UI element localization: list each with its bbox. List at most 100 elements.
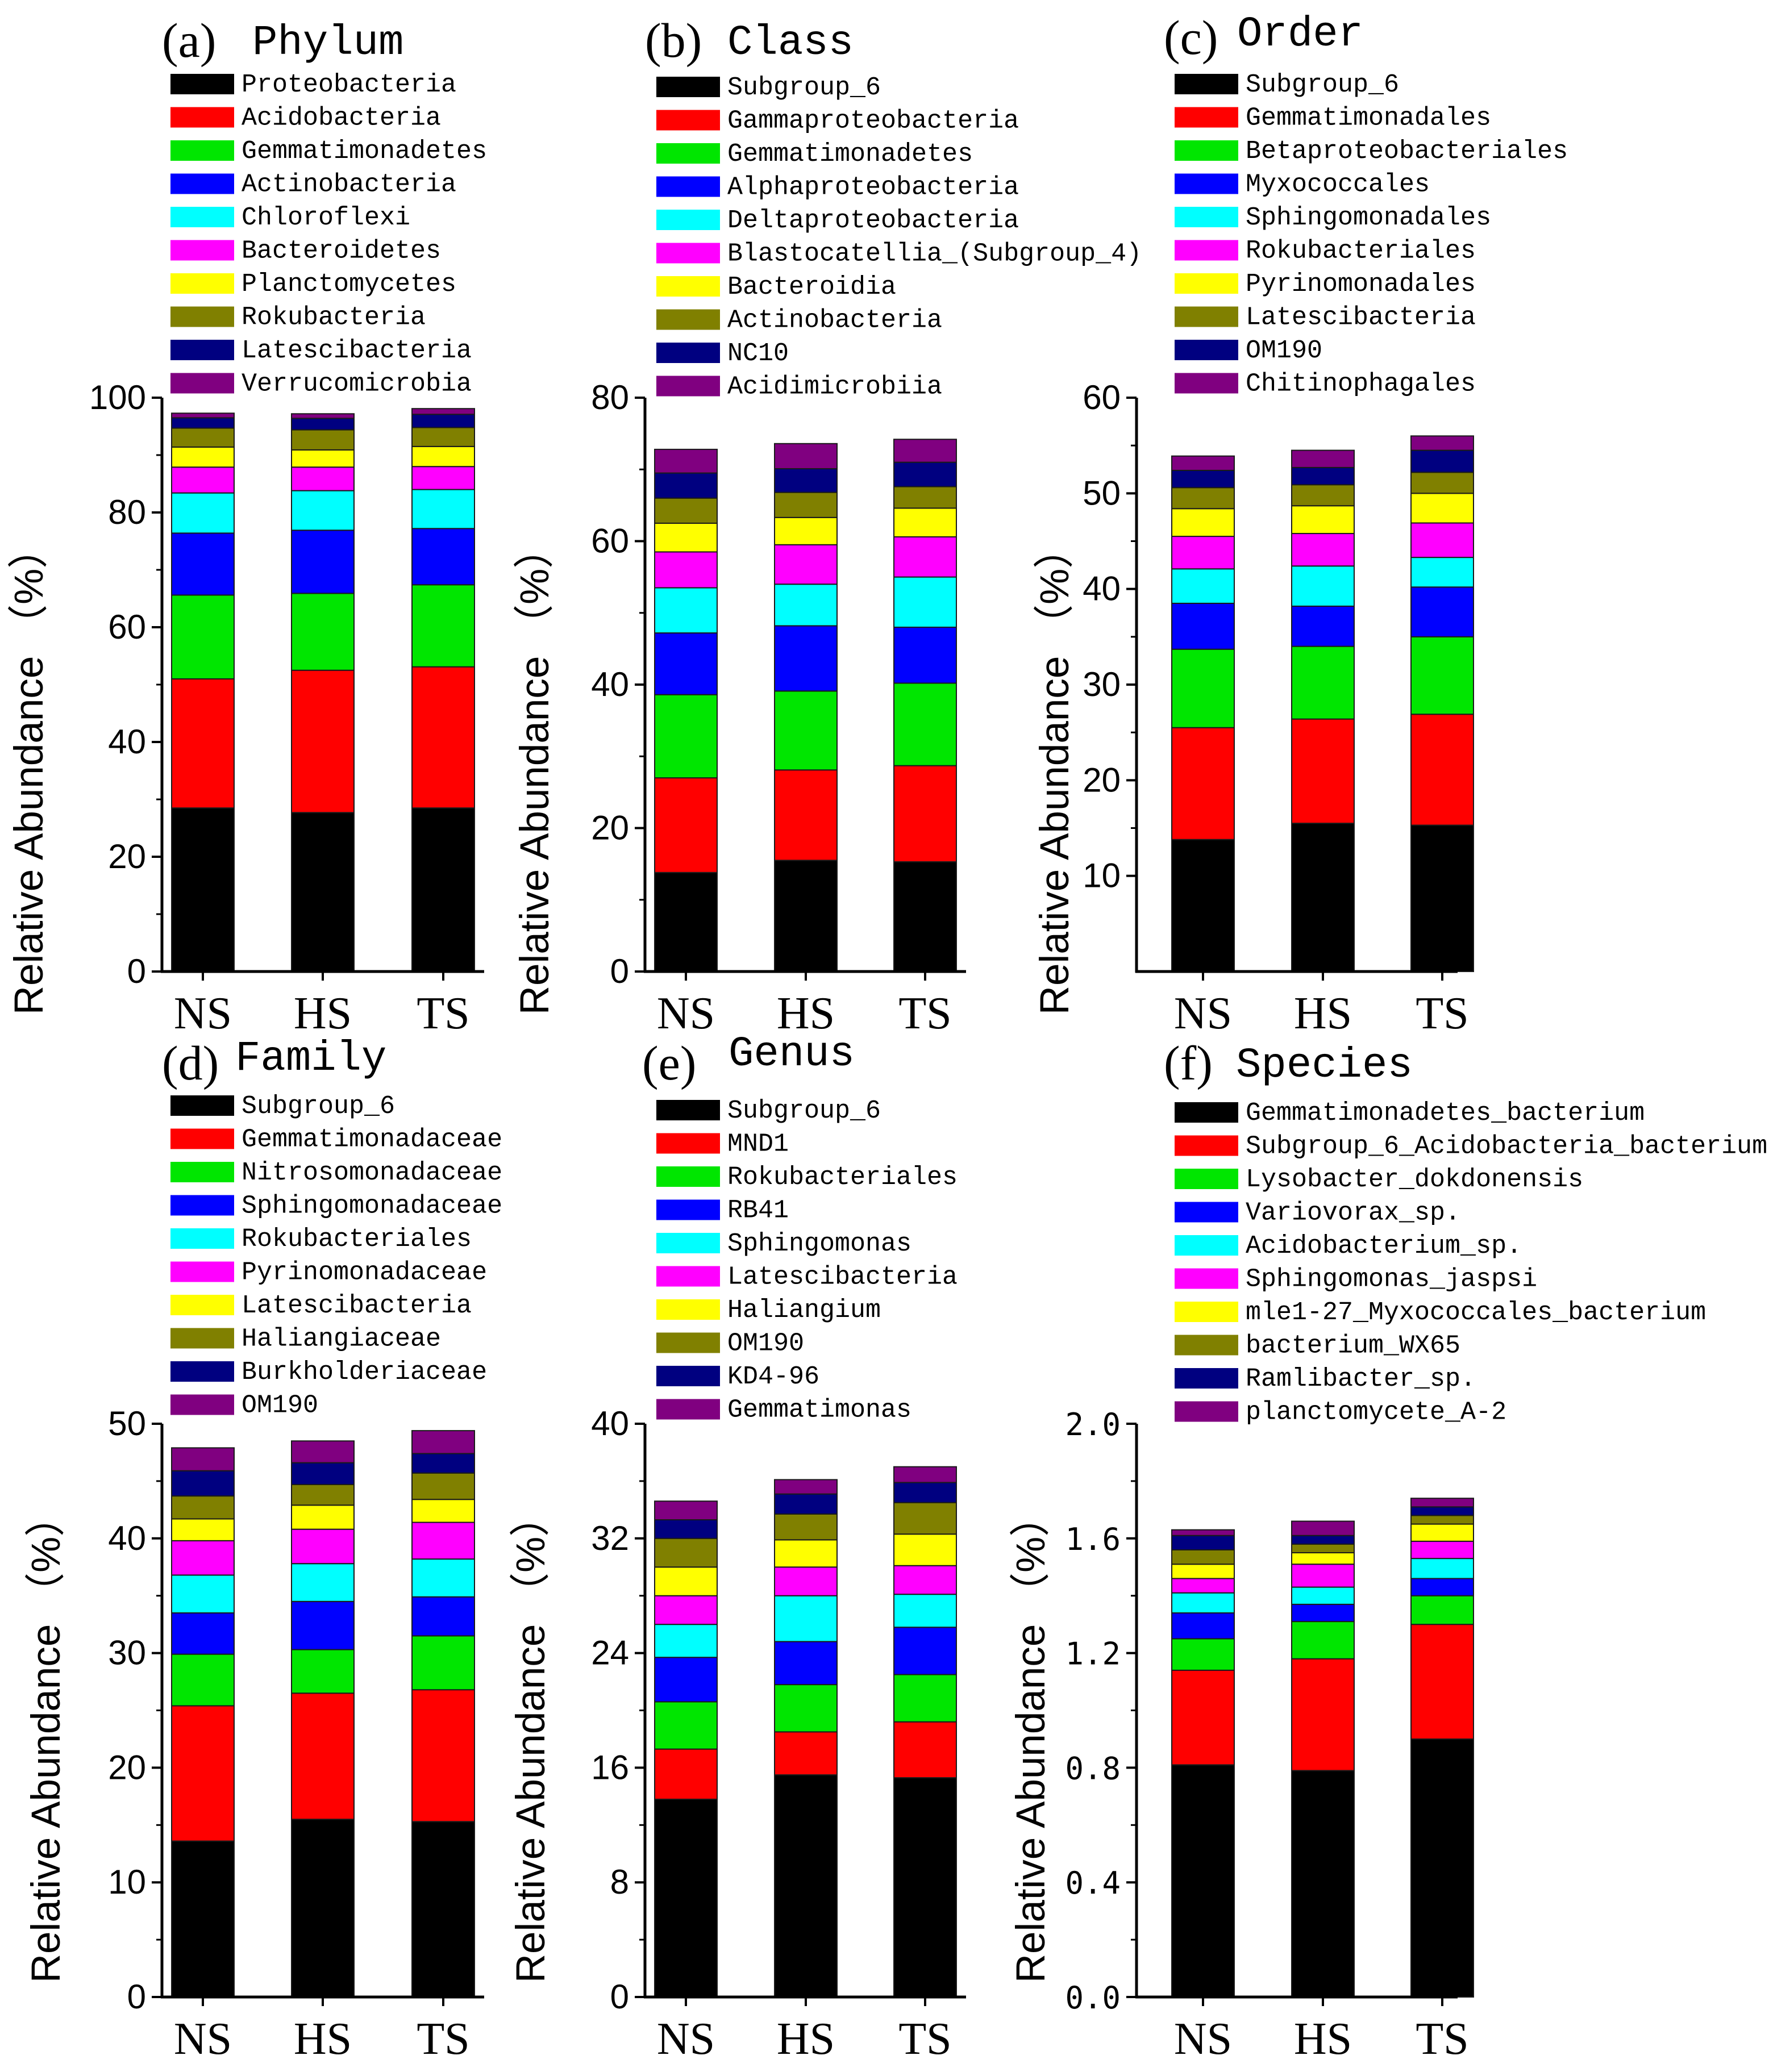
y-tick-label: 0 <box>127 952 146 990</box>
legend-label: Actinobacteria <box>727 306 942 335</box>
legend-swatch <box>656 1366 720 1386</box>
legend-label: Sphingomonadaceae <box>242 1192 502 1221</box>
y-tick-label: 80 <box>591 378 629 416</box>
legend-swatch <box>656 309 720 330</box>
y-tick-label: 10 <box>1083 857 1121 895</box>
bar-segment <box>1171 508 1235 537</box>
bar-segment <box>654 1595 718 1625</box>
bar-segment <box>291 490 355 531</box>
legend-label: Acidimicrobiia <box>727 373 942 402</box>
x-tick-label: TS <box>1416 2014 1468 2064</box>
legend-swatch <box>656 243 720 264</box>
panel-phylum: (a) Phylum Relative Abundance （%） Proteo… <box>7 13 487 1039</box>
bar-segment <box>1171 1535 1235 1550</box>
bar-segment <box>171 427 235 448</box>
legend-swatch <box>656 1399 720 1420</box>
legend-swatch <box>1175 373 1238 394</box>
bar-segment <box>1291 1520 1355 1536</box>
y-tick-label: 0 <box>610 952 629 990</box>
bar-segment <box>1171 602 1235 650</box>
bar-segment <box>291 466 355 491</box>
bar-segment <box>411 466 475 490</box>
bar-segment <box>291 1528 355 1565</box>
bar-segment <box>171 1705 235 1842</box>
bar-segment <box>654 1566 718 1596</box>
bar-segment <box>291 1563 355 1602</box>
bar-segment <box>411 1635 475 1691</box>
legend-swatch <box>170 1295 234 1315</box>
legend-swatch <box>1175 173 1238 194</box>
y-tick-label: 60 <box>1083 378 1121 416</box>
legend-label: Latescibacteria <box>242 1291 472 1320</box>
legend-swatch <box>656 210 720 230</box>
bar-segment <box>1410 636 1474 715</box>
bar-segment <box>291 449 355 468</box>
bar-segment <box>171 594 235 679</box>
bar-segment <box>291 1483 355 1506</box>
y-axis-title: Relative Abundance （%） <box>7 528 52 1015</box>
legend-swatch <box>170 373 234 394</box>
bar-segment <box>893 861 957 973</box>
bar-segment <box>1171 455 1235 471</box>
bar-segment <box>774 468 838 493</box>
legend-label: Gemmatimonadaceae <box>242 1125 502 1154</box>
x-tick-label: NS <box>1174 2014 1232 2064</box>
y-tick-label: 20 <box>108 1748 146 1786</box>
legend-label: Gemmatimonadetes_bacterium <box>1246 1099 1645 1128</box>
bar-segment <box>654 1701 718 1750</box>
bar-segment <box>411 1499 475 1523</box>
bar-segment <box>411 489 475 530</box>
x-tick-label: NS <box>174 2014 232 2064</box>
bar-segment <box>654 694 718 779</box>
y-tick-label: 30 <box>1083 665 1121 703</box>
bar-segment <box>1410 1498 1474 1508</box>
bar-segment <box>1291 1586 1355 1605</box>
bar-segment <box>291 1819 355 1998</box>
bar-segment <box>1410 1558 1474 1579</box>
legend-swatch <box>656 1166 720 1187</box>
bar-segment <box>1171 727 1235 840</box>
legend-label: Myxococcales <box>1246 170 1430 199</box>
bar-segment <box>291 1649 355 1694</box>
legend-label: Rokubacteriales <box>1246 237 1476 266</box>
bar-segment <box>774 690 838 771</box>
bar-segment <box>1171 1638 1235 1671</box>
legend-label: Gemmatimonadetes <box>727 140 973 169</box>
bar-segment <box>893 486 957 509</box>
bar-segment <box>171 1495 235 1520</box>
legend-label: Deltaproteobacteria <box>727 206 1019 235</box>
bar-segment <box>1410 493 1474 524</box>
bar-segment <box>1171 1764 1235 1998</box>
bar-segment <box>654 632 718 695</box>
bar-segment <box>774 1479 838 1495</box>
bar-segment <box>411 408 475 415</box>
legend-swatch <box>170 140 234 161</box>
y-tick-label: 1.2 <box>1065 1636 1121 1672</box>
bar-segment <box>291 1692 355 1820</box>
x-tick-label: HS <box>1294 2014 1352 2064</box>
legend-swatch <box>170 173 234 194</box>
y-tick-label: 40 <box>1083 570 1121 608</box>
bar-segment <box>774 1539 838 1568</box>
legend-swatch <box>1175 1335 1238 1356</box>
y-tick-label: 0.8 <box>1065 1750 1121 1786</box>
bar-segment <box>1291 1658 1355 1771</box>
x-tick-label: NS <box>657 2014 715 2064</box>
bar-segment <box>654 872 718 973</box>
x-tick-label: HS <box>777 989 835 1039</box>
y-axis-title: Relative Abundance （%） <box>513 528 557 1015</box>
bar-segment <box>893 765 957 862</box>
legend-swatch <box>1175 1135 1238 1156</box>
bar-segment <box>893 536 957 578</box>
legend-label: OM190 <box>1246 336 1322 365</box>
legend-label: Gemmatimonadetes <box>242 137 487 166</box>
bar-segment <box>171 466 235 494</box>
legend-label: Planctomycetes <box>242 270 456 299</box>
y-axis-title: Relative Abundance （%） <box>509 1496 553 1983</box>
panel-label: (d) <box>162 1036 219 1090</box>
bar-segment <box>291 812 355 972</box>
legend-swatch <box>1175 107 1238 128</box>
legend-swatch <box>170 1328 234 1349</box>
x-tick-label: TS <box>898 989 951 1039</box>
legend-swatch <box>1175 340 1238 360</box>
